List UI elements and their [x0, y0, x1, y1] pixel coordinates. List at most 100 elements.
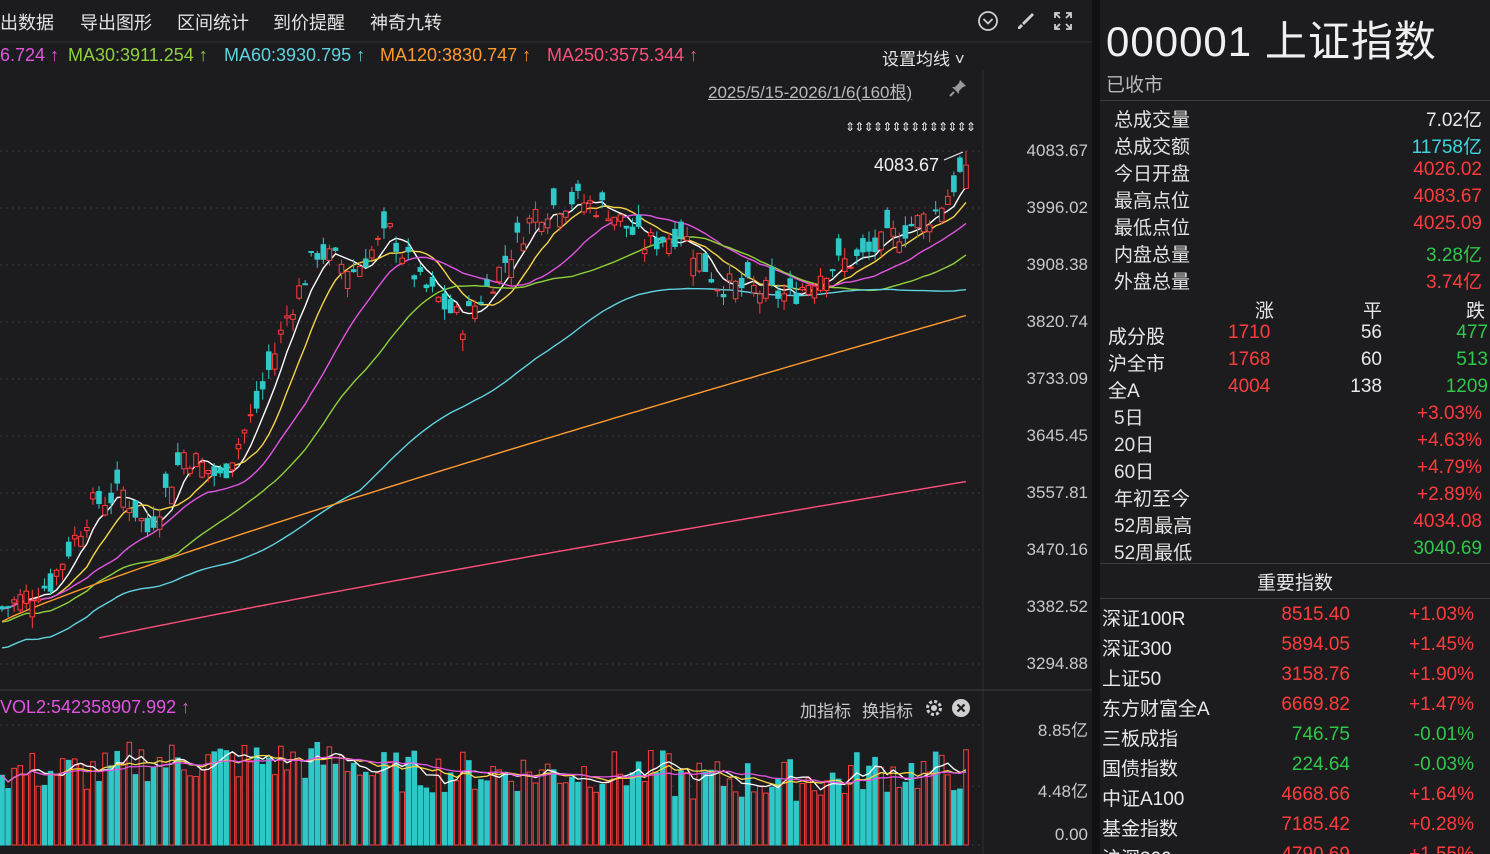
- volume-bar: [605, 781, 612, 846]
- ma-legend: 6.724 ↑ MA30:3911.254 ↑ MA60:3930.795 ↑ …: [0, 42, 1092, 70]
- magic-nine-button[interactable]: 神奇九转: [370, 13, 442, 33]
- add-indicator-button[interactable]: 加指标: [800, 702, 851, 721]
- price-alert-button[interactable]: 到价提醒: [273, 13, 345, 33]
- period-row: 年初至今 +2.89%: [1100, 482, 1490, 510]
- date-range-label[interactable]: 2025/5/15-2026/1/6(160根): [708, 83, 913, 102]
- candle-body: [811, 285, 818, 299]
- candle-body: [508, 259, 515, 278]
- index-row[interactable]: 沪深300 4790.69 +1.55%: [1100, 840, 1490, 854]
- index-price: 746.75: [1291, 724, 1350, 745]
- signal-marker: ⇕: [966, 120, 976, 134]
- volume-bar: [514, 790, 521, 846]
- candle-body: [199, 461, 205, 478]
- brush-icon[interactable]: [1015, 10, 1037, 32]
- gear-icon[interactable]: [924, 698, 944, 718]
- candle-body: [841, 258, 848, 273]
- index-row[interactable]: 中证A100 4668.66 +1.64%: [1100, 780, 1490, 810]
- volume-bar: [193, 776, 199, 846]
- candle-body: [496, 266, 502, 283]
- signal-marker: ⇕: [947, 120, 957, 134]
- volume-bar: [162, 767, 169, 846]
- index-row[interactable]: 基金指数 7185.42 +0.28%: [1100, 810, 1490, 840]
- kline-chart[interactable]: ⇕ ⇕ ⇕ ⇕ ⇕ ⇕ ⇕ ⇕ ⇕ ⇕ ⇕ ⇕ ⇕ ⇕: [0, 0, 1092, 854]
- index-name: 三板成指: [1102, 729, 1179, 750]
- close-icon[interactable]: [951, 698, 971, 718]
- export-image-button[interactable]: 导出图形: [80, 13, 152, 33]
- candle-body: [860, 238, 866, 253]
- index-row[interactable]: 深证300 5894.05 +1.45%: [1100, 630, 1490, 660]
- breadth-down: 477: [1456, 322, 1488, 343]
- volume-bar: [787, 759, 793, 846]
- candle-body: [0, 606, 5, 610]
- index-row[interactable]: 国债指数 224.64 -0.03%: [1100, 750, 1490, 780]
- stat-value: 7.02亿: [1426, 110, 1482, 131]
- volume-bar: [90, 761, 96, 846]
- signal-marker: ⇕: [892, 120, 902, 134]
- volume-bar: [848, 765, 854, 846]
- expand-icon[interactable]: [1052, 10, 1074, 32]
- volume-bar: [96, 781, 102, 846]
- volume-bar: [496, 769, 502, 846]
- candle-body: [484, 279, 490, 287]
- price-tick: 3470.16: [1026, 540, 1088, 559]
- pin-icon[interactable]: [948, 78, 968, 98]
- volume-bar: [393, 752, 399, 846]
- volume-bar: [466, 760, 472, 846]
- breadth-flat: 60: [1360, 349, 1382, 370]
- index-price: 4668.66: [1281, 784, 1350, 805]
- volume-bar: [672, 796, 678, 846]
- volume-bar: [441, 791, 448, 846]
- candle-body: [835, 238, 842, 256]
- candle-body: [90, 492, 96, 500]
- volume-bar: [926, 771, 933, 846]
- volume-bar: [478, 779, 484, 846]
- candle-body: [114, 469, 120, 484]
- period-value: 3040.69: [1413, 538, 1482, 559]
- volume-bar: [156, 756, 163, 846]
- candle-body: [556, 213, 563, 228]
- panel-splitter[interactable]: [1092, 0, 1100, 854]
- volume-bar: [0, 774, 5, 846]
- candle-body: [920, 213, 927, 233]
- stat-row: 外盘总量 3.74亿: [1100, 265, 1490, 293]
- volume-bar: [799, 783, 806, 846]
- index-price: 7185.42: [1281, 814, 1350, 835]
- candle-body: [490, 291, 496, 294]
- switch-indicator-button[interactable]: 换指标: [862, 702, 913, 721]
- volume-bar: [399, 791, 405, 846]
- period-value: +3.03%: [1417, 403, 1482, 424]
- volume-bar: [963, 749, 969, 846]
- interval-stats-button[interactable]: 区间统计: [177, 13, 249, 33]
- stat-value: 3.28亿: [1426, 245, 1482, 266]
- candle-body: [951, 175, 957, 193]
- candle-body: [775, 290, 781, 299]
- circle-down-icon[interactable]: [977, 10, 999, 32]
- export-data-button[interactable]: 出数据: [0, 13, 54, 33]
- volume-bar: [708, 769, 715, 846]
- index-row[interactable]: 上证50 3158.76 +1.90%: [1100, 660, 1490, 690]
- breadth-up: 4004: [1228, 376, 1271, 397]
- volume-bar: [502, 771, 509, 846]
- volume-bar: [181, 769, 187, 846]
- set-ma-button[interactable]: 设置均线 ˅: [882, 50, 965, 69]
- volume-bar: [775, 778, 781, 846]
- high-marker-arrow: [943, 151, 964, 161]
- volume-bar: [150, 767, 157, 846]
- volume-bar: [763, 792, 769, 846]
- candle-body: [750, 284, 757, 294]
- index-row[interactable]: 深证100R 8515.40 +1.03%: [1100, 600, 1490, 630]
- period-label: 52周最高: [1114, 516, 1193, 537]
- candle-body: [223, 463, 230, 479]
- volume-bar: [556, 782, 563, 846]
- candle-body: [526, 217, 533, 224]
- index-row[interactable]: 东方财富全A 6669.82 +1.47%: [1100, 690, 1490, 720]
- volume-bar: [902, 781, 909, 846]
- volume-bar: [508, 780, 515, 846]
- volume-bar: [284, 769, 290, 846]
- volume-bar: [587, 786, 593, 846]
- volume-bar: [526, 771, 533, 846]
- candle-body: [320, 244, 327, 260]
- index-row[interactable]: 三板成指 746.75 -0.01%: [1100, 720, 1490, 750]
- volume-bar: [757, 785, 763, 846]
- stat-value: 3.74亿: [1426, 272, 1482, 293]
